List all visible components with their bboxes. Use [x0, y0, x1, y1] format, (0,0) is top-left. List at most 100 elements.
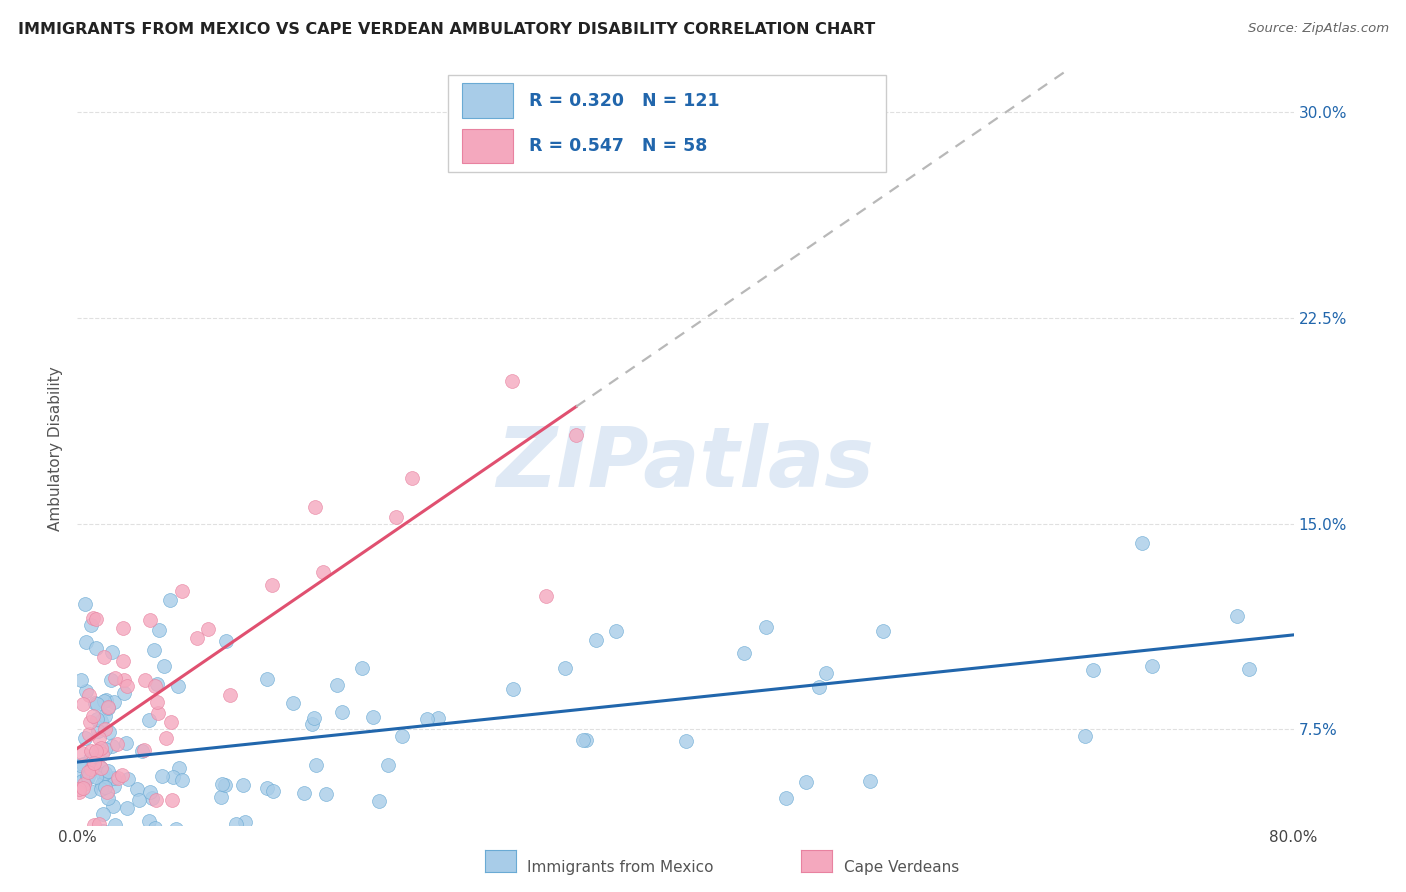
Point: [262, 578, 284, 592]
Point: [80, 762, 103, 776]
Point: [91, 768, 114, 782]
Point: [502, 681, 524, 696]
Point: [76, 769, 98, 783]
Point: [219, 688, 242, 702]
Point: [75, 634, 97, 648]
Point: [146, 706, 169, 721]
Point: [153, 659, 176, 673]
Point: [150, 769, 173, 783]
Point: [305, 757, 328, 772]
Point: [215, 634, 238, 648]
FancyBboxPatch shape: [449, 75, 886, 171]
FancyBboxPatch shape: [461, 128, 513, 163]
Point: [262, 784, 284, 798]
Point: [162, 793, 184, 807]
Point: [585, 633, 607, 648]
Point: [70, 747, 93, 761]
Point: [775, 791, 797, 805]
Point: [82, 709, 104, 723]
Point: [501, 375, 523, 389]
Point: [426, 711, 449, 725]
Point: [73, 777, 96, 791]
Point: [86, 712, 108, 726]
Point: [330, 706, 353, 720]
Point: [90, 781, 112, 796]
Point: [134, 673, 156, 688]
Point: [77, 770, 100, 784]
Point: [301, 717, 323, 731]
Point: [160, 714, 183, 729]
Point: [281, 697, 304, 711]
Point: [139, 785, 162, 799]
Point: [129, 846, 152, 860]
Point: [156, 843, 179, 857]
Point: [104, 817, 127, 831]
Point: [145, 792, 167, 806]
Point: [84, 641, 107, 656]
Point: [111, 768, 134, 782]
Point: [75, 731, 97, 745]
Point: [75, 684, 97, 698]
Point: [391, 729, 413, 743]
Point: [572, 733, 595, 747]
Point: [554, 661, 576, 675]
Point: [86, 697, 108, 711]
Point: [361, 710, 384, 724]
Text: IMMIGRANTS FROM MEXICO VS CAPE VERDEAN AMBULATORY DISABILITY CORRELATION CHART: IMMIGRANTS FROM MEXICO VS CAPE VERDEAN A…: [18, 22, 876, 37]
Point: [104, 671, 127, 685]
Point: [148, 623, 170, 637]
Point: [83, 696, 105, 710]
Point: [292, 786, 315, 800]
Point: [132, 742, 155, 756]
Point: [84, 612, 107, 626]
Point: [350, 660, 373, 674]
Point: [112, 673, 135, 688]
Point: [112, 685, 135, 699]
Point: [84, 770, 107, 784]
Point: [89, 743, 111, 757]
Point: [80, 617, 103, 632]
Point: [72, 757, 94, 772]
Point: [72, 780, 94, 795]
Point: [165, 822, 187, 837]
Point: [87, 817, 110, 831]
Point: [377, 758, 399, 772]
Point: [256, 672, 278, 686]
Point: [233, 814, 256, 829]
Point: [1237, 662, 1260, 676]
Point: [733, 646, 755, 660]
Point: [89, 760, 111, 774]
Point: [94, 709, 117, 723]
Point: [138, 814, 160, 828]
Point: [80, 744, 103, 758]
Point: [94, 742, 117, 756]
Point: [115, 801, 138, 815]
Point: [304, 711, 326, 725]
Point: [79, 784, 101, 798]
Point: [155, 731, 177, 745]
Point: [536, 589, 558, 603]
Point: [91, 777, 114, 791]
Point: [105, 737, 128, 751]
Point: [139, 613, 162, 627]
Point: [90, 747, 112, 761]
FancyBboxPatch shape: [461, 84, 513, 118]
Text: R = 0.547   N = 58: R = 0.547 N = 58: [529, 137, 707, 155]
Point: [143, 822, 166, 836]
Point: [143, 643, 166, 657]
Point: [138, 713, 160, 727]
Point: [211, 777, 233, 791]
Point: [91, 824, 114, 838]
Point: [82, 611, 104, 625]
Point: [143, 679, 166, 693]
Point: [87, 724, 110, 739]
Point: [256, 780, 278, 795]
Point: [97, 764, 120, 778]
Point: [605, 624, 627, 638]
Point: [72, 697, 94, 711]
Point: [675, 734, 697, 748]
Point: [107, 772, 129, 786]
Point: [93, 780, 115, 794]
Point: [315, 787, 337, 801]
Point: [125, 782, 148, 797]
